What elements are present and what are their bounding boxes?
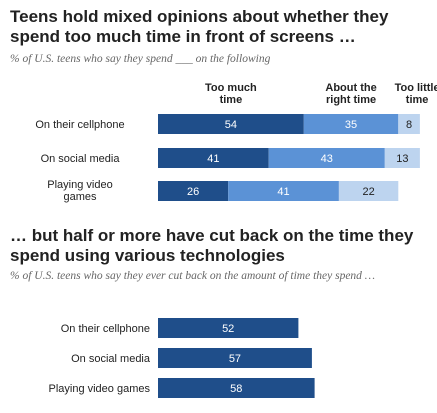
data-label: 13 <box>396 153 408 165</box>
series-header: About the right time <box>325 82 376 106</box>
data-label: 22 <box>362 186 374 198</box>
data-label: 35 <box>345 119 357 131</box>
bar-segment <box>384 148 420 168</box>
category-label: On their cellphone <box>61 323 150 335</box>
data-label: 26 <box>187 186 199 198</box>
bar-segment <box>303 114 399 134</box>
bar <box>158 318 299 338</box>
category-label: Playing video games <box>47 179 112 203</box>
series-header: Too little time <box>395 82 437 106</box>
data-label: 41 <box>207 153 219 165</box>
category-label: On social media <box>71 353 151 365</box>
second-chart-title: … but half or more have cut back on the … <box>10 226 414 265</box>
bar-segment <box>338 181 399 201</box>
bar-segment <box>268 148 385 168</box>
series-header: Too much time <box>205 82 257 106</box>
bar-segment <box>158 181 229 201</box>
data-label: 57 <box>229 353 241 365</box>
chart-title: Teens hold mixed opinions about whether … <box>10 7 389 46</box>
bar <box>158 378 315 398</box>
bar-segment <box>158 148 269 168</box>
data-label: 43 <box>321 153 333 165</box>
data-label: 52 <box>222 323 234 335</box>
data-label: 58 <box>230 383 242 395</box>
bar-segment <box>228 181 339 201</box>
category-label: On their cellphone <box>35 119 124 131</box>
bar <box>158 348 312 368</box>
category-label: Playing video games <box>48 383 150 395</box>
bar-segment <box>398 114 420 134</box>
data-label: 54 <box>225 119 237 131</box>
category-label: On social media <box>41 153 121 165</box>
data-label: 41 <box>277 186 289 198</box>
bar-segment <box>158 114 304 134</box>
data-label: 8 <box>406 119 412 131</box>
chart-subtitle: % of U.S. teens who say they spend ___ o… <box>10 53 271 65</box>
second-chart-subtitle: % of U.S. teens who say they ever cut ba… <box>10 270 376 282</box>
